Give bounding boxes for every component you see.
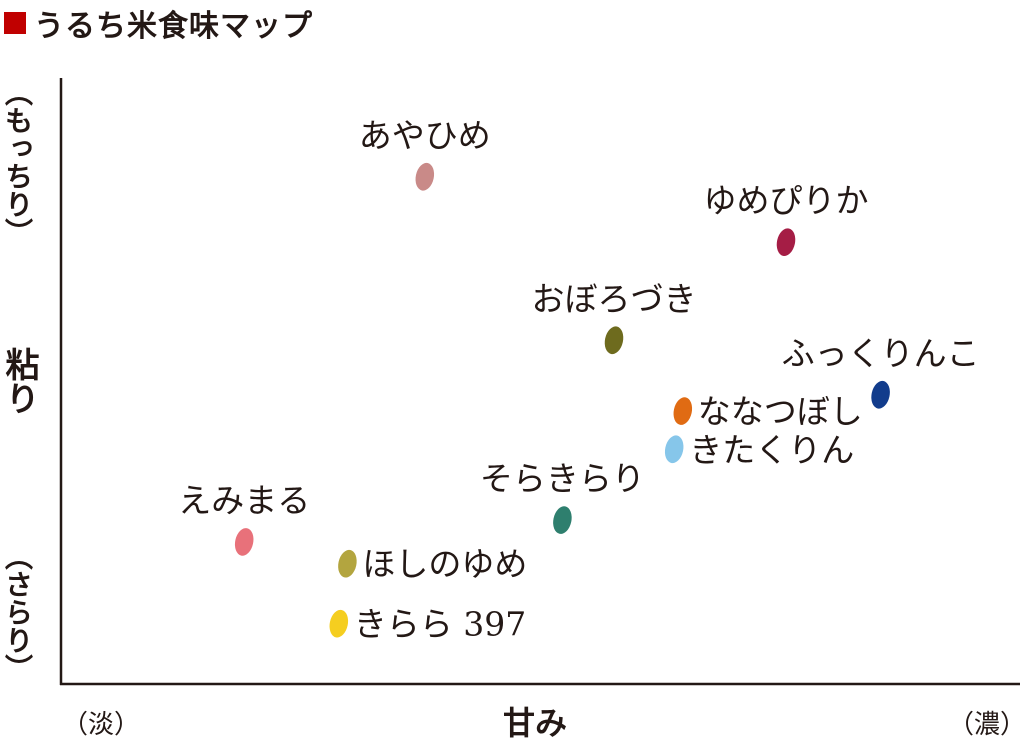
rice-grain-marker: [673, 397, 693, 425]
y-axis-low-label: （さらり）: [1, 542, 34, 682]
data-point: きたくりん: [664, 430, 854, 469]
chart-title: うるち米食味マップ: [4, 2, 313, 44]
point-label: ほしのゆめ: [362, 545, 527, 584]
rice-grain-marker: [604, 326, 624, 355]
data-point: そらきらり: [480, 459, 645, 534]
data-point: おぼろづき: [532, 279, 697, 355]
rice-grain-marker: [234, 528, 254, 556]
data-point: ふっくりんこ: [782, 334, 980, 409]
data-point: ななつぼし: [673, 392, 863, 431]
point-label: ゆめぴりか: [704, 181, 869, 220]
rice-grain-marker: [664, 435, 684, 464]
point-label: えみまる: [178, 481, 310, 520]
rice-grain-marker: [553, 506, 572, 534]
rice-grain-marker: [329, 609, 349, 638]
rice-grain-marker: [415, 162, 435, 191]
point-label: きらら 397: [354, 605, 526, 644]
rice-grain-marker: [338, 549, 357, 578]
x-axis-low-label: （淡）: [62, 710, 141, 740]
point-label: ふっくりんこ: [782, 334, 980, 373]
point-label: ななつぼし: [698, 392, 863, 431]
x-axis-label: 甘み: [502, 704, 567, 742]
y-axis-high-label: （もっちり）: [1, 78, 34, 246]
x-axis-high-label: （濃）: [948, 710, 1024, 740]
rice-grain-marker: [776, 228, 796, 256]
point-label: きたくりん: [689, 430, 854, 469]
chart-title-text: うるち米食味マップ: [34, 9, 313, 44]
data-points: あやひめゆめぴりかおぼろづきふっくりんこななつぼしきたくりんそらきらりえみまるほ…: [178, 116, 979, 644]
data-point: ほしのゆめ: [338, 545, 527, 584]
point-label: あやひめ: [359, 116, 491, 155]
data-point: ゆめぴりか: [704, 181, 869, 256]
data-point: えみまる: [178, 481, 310, 556]
data-point: きらら 397: [329, 605, 526, 644]
data-point: あやひめ: [359, 116, 491, 191]
point-label: おぼろづき: [532, 279, 697, 318]
y-axis-label: 粘り: [0, 347, 39, 415]
rice-grain-marker: [871, 380, 890, 409]
point-label: そらきらり: [480, 459, 645, 498]
title-marker-square: [4, 12, 26, 34]
